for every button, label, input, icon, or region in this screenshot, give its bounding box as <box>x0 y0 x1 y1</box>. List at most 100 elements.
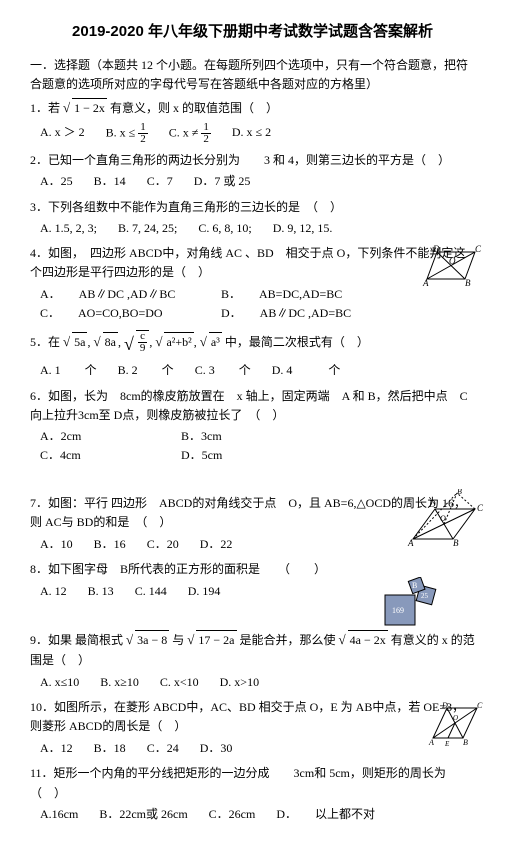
q5-optB: B. 2 个 <box>118 361 174 380</box>
q7-optA: A．10 <box>40 535 73 554</box>
q5-r3: c9 <box>136 330 150 354</box>
q2-optD: D．7 或 25 <box>194 172 251 191</box>
q1-optD: D. x ≤ 2 <box>232 123 271 142</box>
svg-text:A: A <box>428 738 434 747</box>
q10-optA: A．12 <box>40 739 73 758</box>
q5-text1: 5．在 <box>30 335 63 349</box>
q9-optB: B. x≥10 <box>100 673 139 692</box>
radical-sign: √ <box>155 334 162 349</box>
q11-optD: D． 以上都不对 <box>276 805 375 824</box>
svg-text:O: O <box>453 714 458 722</box>
q8-figure: 169 25 B <box>380 577 445 632</box>
q9-options: A. x≤10 B. x≥10 C. x<10 D. x>10 <box>40 673 475 692</box>
q8-options: A. 12 B. 13 C. 144 D. 194 169 25 B <box>40 582 475 601</box>
question-6: 6．如图，长为 8cm的橡皮筋放置在 x 轴上，固定两端 A 和 B，然后把中点… <box>30 387 475 425</box>
q1-optA: A. x ＞ 2 <box>40 123 85 142</box>
q1-optC: C. x ≠ 12 <box>169 122 211 145</box>
question-10: 10．如图所示，在菱形 ABCD中，AC、BD 相交于点 O，E 为 AB中点，… <box>30 698 475 736</box>
q1-options: A. x ＞ 2 B. x ≤ 12 C. x ≠ 12 D. x ≤ 2 <box>40 122 475 145</box>
q9-text1: 9．如果 最简根式 <box>30 633 126 647</box>
q6-optC: C．4cm <box>40 446 160 465</box>
q8-sq2: 25 <box>421 592 429 600</box>
q5-options: A. 1 个 B. 2 个 C. 3 个 D. 4 个 <box>40 361 475 380</box>
q5-optD: D. 4 个 <box>272 361 341 380</box>
q4-optC: C． AO=CO,BO=DO <box>40 304 200 323</box>
q6-options: A．2cm B．3cm C．4cm D．5cm <box>40 427 475 465</box>
q7-text: 7．如图：平行 四边形 ABCD的对角线交于点 O，且 AB=6,△OCD的周长… <box>30 496 466 529</box>
svg-text:O: O <box>440 514 446 523</box>
q1-text: 1．若 <box>30 101 60 115</box>
q10-options: A．12 B．18 C．24 D．30 <box>40 739 475 758</box>
q3-optA: A. 1.5, 2, 3; <box>40 219 97 238</box>
svg-text:B: B <box>412 581 417 590</box>
svg-text:D: D <box>428 499 436 509</box>
q9-mid: 与 <box>172 633 184 647</box>
q7-optC: C．20 <box>147 535 179 554</box>
q4-text: 4．如图， 四边形 ABCD中，对角线 AC 、BD 相交于点 O，下列条件不能… <box>30 246 465 279</box>
q1-optB-pre: B. x ≤ <box>106 125 139 139</box>
q9-r1: 3a − 8 <box>135 630 169 650</box>
question-4: 4．如图， 四边形 ABCD中，对角线 AC 、BD 相交于点 O，下列条件不能… <box>30 244 475 282</box>
q2-optB: B．14 <box>94 172 126 191</box>
q7-optD: D．22 <box>200 535 233 554</box>
q1-optB: B. x ≤ 12 <box>106 122 148 145</box>
q5-optC: C. 3 个 <box>195 361 251 380</box>
q2-optC: C．7 <box>147 172 173 191</box>
radical-sign: √ <box>63 100 70 115</box>
q4-figure: A B C D O <box>415 244 485 289</box>
q4-options: A． AB∥DC ,AD∥BC B． AB=DC,AD=BC C． AO=CO,… <box>40 285 475 323</box>
q9-r2: 17 − 2a <box>196 630 236 650</box>
q8-optB: B. 13 <box>88 582 114 601</box>
q3-optC: C. 6, 8, 10; <box>198 219 251 238</box>
section-1-head: 一．选择题（本题共 12 个小题。在每题所列四个选项中，只有一个符合题意，把符合… <box>30 56 475 94</box>
q5-optA: A. 1 个 <box>40 361 97 380</box>
q11-optB: B．22cm或 26cm <box>99 805 187 824</box>
q8-optC: C. 144 <box>135 582 167 601</box>
radical-sign: √ <box>93 334 100 349</box>
svg-text:E: E <box>444 740 450 748</box>
q8-text: 8．如下图字母 B所代表的正方形的面积是 （ ） <box>30 562 326 576</box>
q4-optD: D． AB∥DC ,AD=BC <box>221 304 351 323</box>
fraction: 12 <box>138 122 148 145</box>
page-title: 2019-2020 年八年级下册期中考试数学试题含答案解析 <box>30 20 475 44</box>
q9-optD: D. x>10 <box>220 673 259 692</box>
q10-optC: C．24 <box>147 739 179 758</box>
q5-r2: 8a <box>103 332 118 352</box>
svg-text:D: D <box>441 701 448 710</box>
question-9: 9．如果 最简根式 √3a − 8 与 √17 − 2a 是能合并，那么使 √4… <box>30 630 475 670</box>
question-11: 11．矩形一个内角的平分线把矩形的一边分成 3cm和 5cm，则矩形的周长为（ … <box>30 764 475 802</box>
q6-optB: B．3cm <box>181 427 222 446</box>
q2-optA: A．25 <box>40 172 73 191</box>
radical-sign: √ <box>126 632 133 647</box>
svg-text:B: B <box>463 738 468 747</box>
q3-optB: B. 7, 24, 25; <box>118 219 177 238</box>
fraction: 12 <box>201 122 211 145</box>
q5-r1: 5a <box>72 332 87 352</box>
question-5: 5．在 √5a, √8a, √c9, √a²+b², √a³ 中，最简二次根式有… <box>30 330 475 359</box>
q5-text2: 中，最简二次根式有（ ） <box>225 335 369 349</box>
q2-options: A．25 B．14 C．7 D．7 或 25 <box>40 172 475 191</box>
svg-text:C: C <box>475 244 482 254</box>
q8-optA: A. 12 <box>40 582 67 601</box>
q4-optB: B． AB=DC,AD=BC <box>221 285 342 304</box>
question-2: 2．已知一个直角三角形的两边长分别为 3 和 4，则第三边长的平方是（ ） <box>30 151 475 170</box>
svg-text:B: B <box>465 278 471 288</box>
svg-text:B: B <box>457 489 462 496</box>
q7-figure: A B C D O B <box>405 489 485 549</box>
svg-text:A: A <box>422 278 429 288</box>
den: 9 <box>138 343 148 354</box>
svg-text:D: D <box>432 244 440 254</box>
q8-sq1: 169 <box>392 606 404 615</box>
svg-text:C: C <box>477 503 484 513</box>
q10-text: 10．如图所示，在菱形 ABCD中，AC、BD 相交于点 O，E 为 AB中点，… <box>30 700 464 733</box>
svg-text:C: C <box>477 701 483 710</box>
q5-r5: a³ <box>209 332 222 352</box>
radical-sign: √ <box>63 334 70 349</box>
q3-optD: D. 9, 12, 15. <box>273 219 333 238</box>
den: 2 <box>138 134 148 145</box>
question-1: 1．若 √1 − 2x 有意义，则 x 的取值范围（ ） <box>30 98 475 119</box>
q8-optD: D. 194 <box>188 582 221 601</box>
q7-optB: B．16 <box>94 535 126 554</box>
radical-sign: √ <box>200 334 207 349</box>
q1-text2: 有意义，则 x 的取值范围（ ） <box>110 101 278 115</box>
